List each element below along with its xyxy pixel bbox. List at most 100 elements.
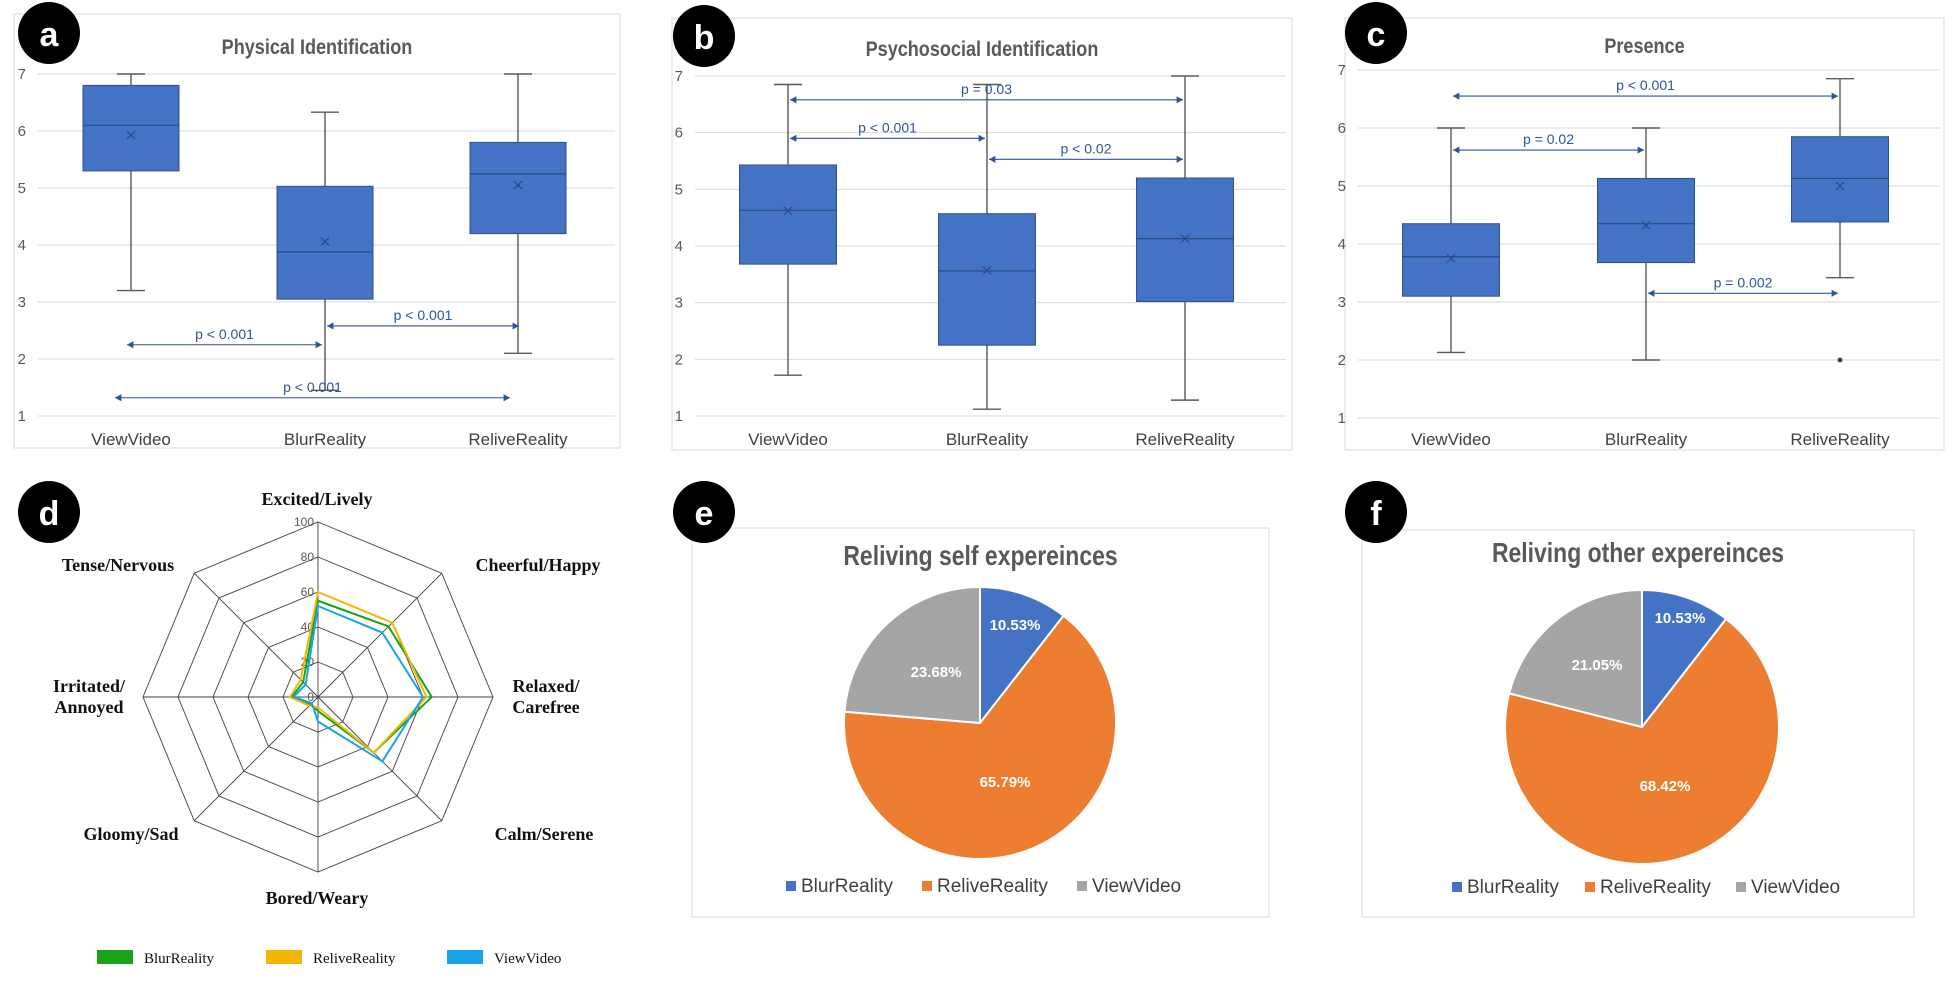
comparison-arrowhead xyxy=(1831,289,1838,297)
y-tick-label: 4 xyxy=(1338,236,1346,253)
comparison-p-value: p < 0.02 xyxy=(1061,140,1112,156)
box-iqr xyxy=(1597,177,1695,264)
box-mean-marker xyxy=(1835,181,1845,191)
panel-badge-label: f xyxy=(1370,495,1382,533)
pie-slice xyxy=(1507,588,1643,729)
legend-label: ViewVideo xyxy=(1092,876,1181,897)
box-iqr xyxy=(82,84,180,172)
y-tick-label: 2 xyxy=(675,351,683,368)
y-tick-label: 6 xyxy=(675,125,683,142)
box-iqr xyxy=(739,164,837,265)
panel-badge-label: d xyxy=(39,495,60,533)
comparison-arrowhead xyxy=(503,394,510,402)
legend-label: ViewVideo xyxy=(1751,877,1840,898)
y-tick-label: 1 xyxy=(675,408,683,425)
x-category-label: ReliveReality xyxy=(468,430,568,449)
box-mean-marker xyxy=(982,265,992,275)
pie-slice xyxy=(1641,588,1728,730)
radar-axis-label: Carefree xyxy=(512,697,579,717)
panel-badge xyxy=(673,481,735,543)
legend-label: BlurReality xyxy=(144,951,214,967)
comparison-p-value: p = 0.03 xyxy=(961,81,1012,97)
chart-title: Reliving self expereinces xyxy=(843,541,1117,572)
y-tick-label: 5 xyxy=(18,180,26,197)
comparison-p-value: p < 0.001 xyxy=(195,326,254,342)
panel-badge xyxy=(673,5,735,67)
radar-axis-label: Tense/Nervous xyxy=(62,555,174,575)
y-tick-label: 3 xyxy=(1338,294,1346,311)
legend-label: ReliveReality xyxy=(313,951,396,967)
x-category-label: ViewVideo xyxy=(1411,430,1491,449)
comparison-arrowhead xyxy=(1453,92,1460,100)
comparison-arrowhead xyxy=(1453,146,1460,154)
pie-slice xyxy=(843,614,1117,860)
radar-series-line xyxy=(291,604,425,763)
radar-axis-label: Annoyed xyxy=(54,697,123,717)
comparison-arrowhead xyxy=(512,322,519,330)
box-iqr xyxy=(1136,177,1234,303)
legend-swatch xyxy=(447,950,483,964)
pie-slice-label: 23.68% xyxy=(911,664,962,681)
y-tick-label: 5 xyxy=(675,181,683,198)
panel-badge-label: c xyxy=(1367,16,1386,54)
box-iqr xyxy=(1402,223,1500,297)
legend-label: ViewVideo xyxy=(494,951,561,967)
panel-badge xyxy=(18,2,80,64)
chart-title: Presence xyxy=(1604,35,1684,59)
radar-tick-label: 60 xyxy=(301,585,315,599)
panel-badge xyxy=(1345,2,1407,64)
y-tick-label: 2 xyxy=(1338,352,1346,369)
legend-label: ReliveReality xyxy=(937,876,1048,897)
box-mean-marker xyxy=(1641,221,1651,230)
comparison-p-value: p < 0.001 xyxy=(858,119,917,135)
comparison-p-value: p = 0.002 xyxy=(1714,274,1773,290)
x-category-label: BlurReality xyxy=(1605,430,1688,449)
y-tick-label: 4 xyxy=(18,237,26,254)
radar-tick-label: 100 xyxy=(294,515,314,529)
x-category-label: BlurReality xyxy=(284,430,367,449)
legend-label: ReliveReality xyxy=(1600,877,1711,898)
radar-axis-label: Irritated/ xyxy=(53,676,126,696)
comparison-p-value: p < 0.001 xyxy=(394,307,453,323)
box-mean-marker xyxy=(513,180,523,190)
comparison-arrowhead xyxy=(115,394,122,402)
legend-swatch xyxy=(1736,882,1746,892)
legend-label: BlurReality xyxy=(801,876,893,897)
box-mean-marker xyxy=(1446,254,1456,263)
radar-spoke xyxy=(193,572,319,698)
y-tick-label: 7 xyxy=(18,66,26,83)
box-mean-marker xyxy=(126,130,136,140)
radar-axis-label: Bored/Weary xyxy=(266,888,369,908)
y-tick-label: 4 xyxy=(675,238,683,255)
comparison-arrowhead xyxy=(989,155,996,163)
radar-axis-label: Gloomy/Sad xyxy=(83,824,178,844)
panel-badge xyxy=(1345,481,1407,543)
x-category-label: BlurReality xyxy=(946,430,1029,449)
pie-slice-label: 21.05% xyxy=(1572,657,1623,674)
legend-swatch xyxy=(97,950,133,964)
legend-swatch xyxy=(1452,882,1462,892)
radar-spoke xyxy=(193,696,319,822)
pie-slice-label: 68.42% xyxy=(1640,778,1691,795)
legend-label: BlurReality xyxy=(1467,877,1559,898)
radar-tick-label: 0 xyxy=(307,690,314,704)
comparison-arrowhead xyxy=(790,96,797,104)
pie-slice-label: 10.53% xyxy=(1655,610,1706,627)
x-category-label: ViewVideo xyxy=(748,430,828,449)
radar-tick-label: 80 xyxy=(301,550,315,564)
box-iqr xyxy=(1791,136,1889,223)
pie-slice-label: 10.53% xyxy=(990,617,1041,634)
legend-swatch xyxy=(786,881,796,891)
box-iqr xyxy=(276,185,374,300)
y-tick-label: 7 xyxy=(675,68,683,85)
box-iqr xyxy=(469,141,567,235)
radar-spoke xyxy=(317,572,443,698)
panel-badge-label: b xyxy=(694,19,715,57)
comparison-arrowhead xyxy=(127,341,134,349)
radar-axis-label: Excited/Lively xyxy=(262,489,373,509)
y-tick-label: 5 xyxy=(1338,178,1346,195)
radar-axis-label: Cheerful/Happy xyxy=(475,555,600,575)
comparison-p-value: p < 0.001 xyxy=(1616,77,1675,93)
y-tick-label: 1 xyxy=(1338,410,1346,427)
